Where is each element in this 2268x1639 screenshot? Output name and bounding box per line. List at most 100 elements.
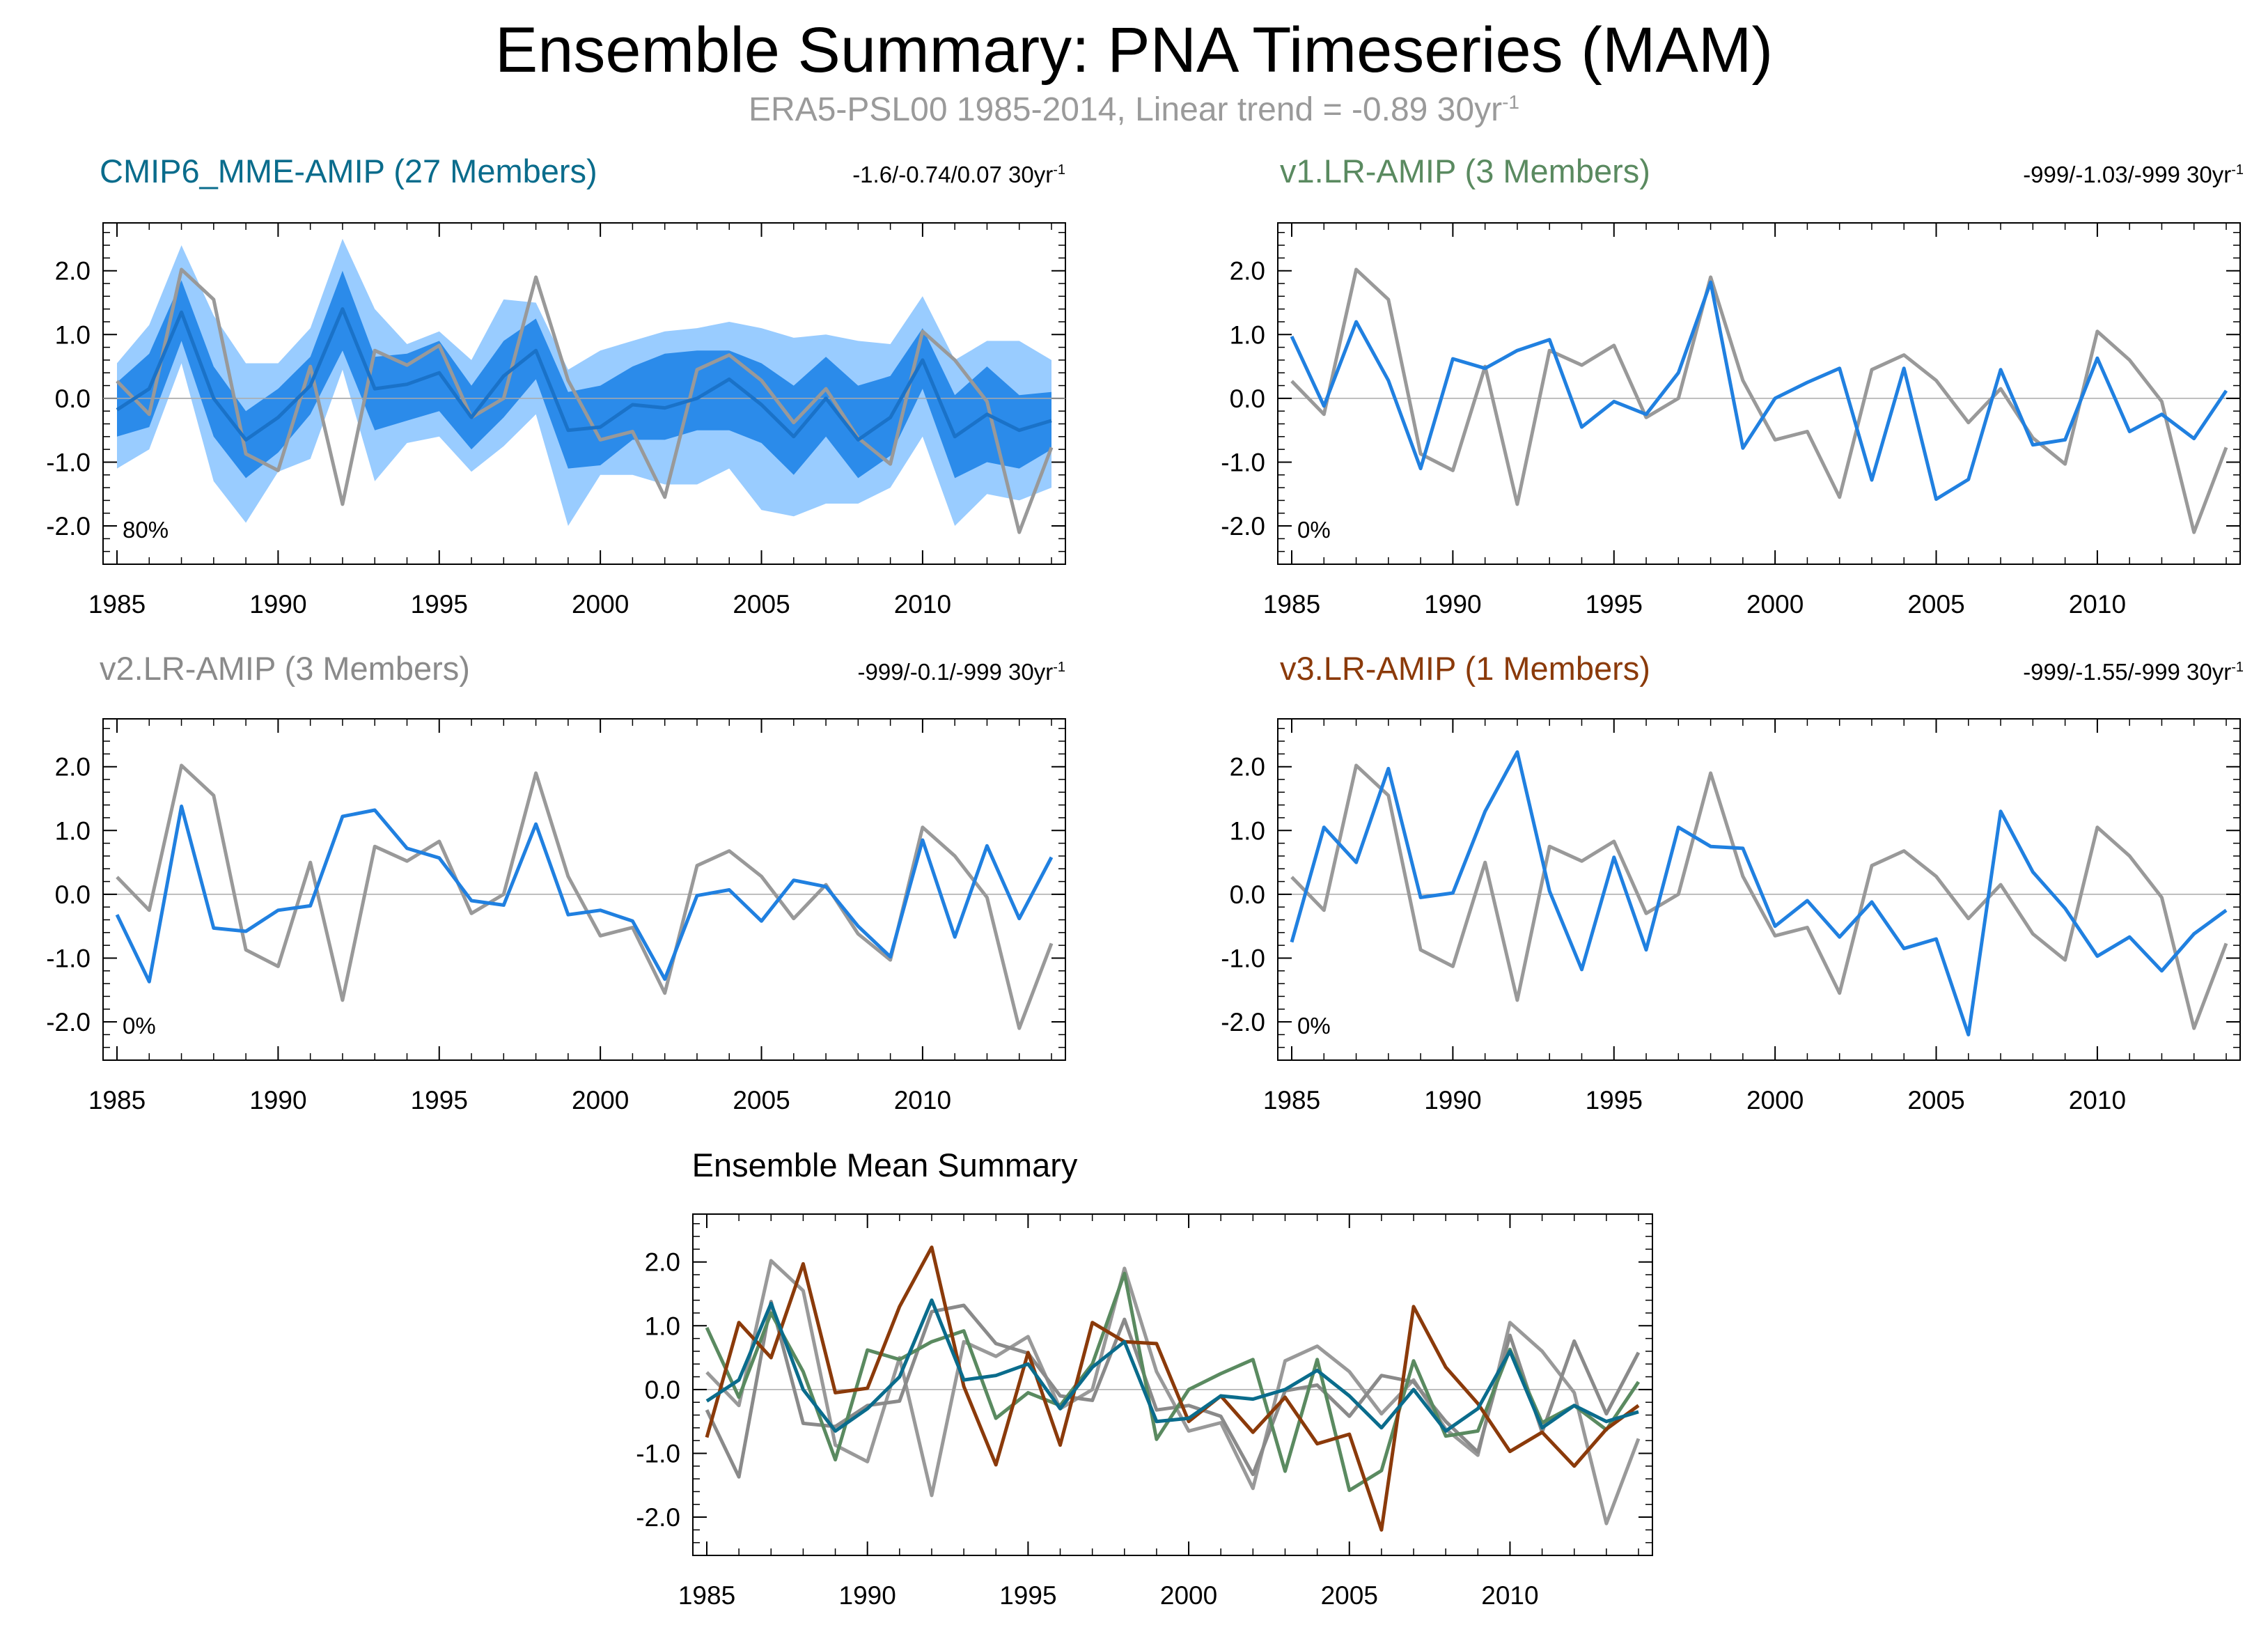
summary-y-tick-label: 2.0	[645, 1248, 680, 1277]
v3-trend-label: -999/-1.55/-999 30yr-1	[2023, 659, 2244, 685]
v2-plot: 1985 1990 1995 2000 2005 2010 2.0 1.0 0.0 -1.0 -2.…	[46, 718, 1066, 1114]
v1-y-tick-label: 2.0	[1230, 257, 1265, 286]
v1-observed-line	[1290, 267, 2228, 534]
cmip6-y-tick-label: -2.0	[46, 512, 91, 541]
cmip6-panel-title: CMIP6_MME-AMIP (27 Members)	[100, 153, 597, 189]
v2-trend-label: -999/-0.1/-999 30yr-1	[858, 659, 1065, 685]
v3-percent-label: 0%	[1297, 1013, 1331, 1039]
cmip6-trend-text: -1.6/-0.74/0.07 30yr	[852, 162, 1054, 187]
v2-y-tick-label: 2.0	[55, 753, 91, 782]
v2-x-tick-label: 1990	[249, 1086, 306, 1114]
summary-y-tick-label: 0.0	[645, 1376, 680, 1404]
v3-x-tick-label: 1985	[1263, 1086, 1320, 1114]
v2-y-tick-label: 0.0	[55, 880, 91, 909]
v1-panel-title: v1.LR-AMIP (3 Members)	[1280, 153, 1650, 189]
cmip6-x-tick-label: 1995	[411, 590, 468, 619]
v2-panel-title: v2.LR-AMIP (3 Members)	[100, 650, 470, 687]
summary-x-tick-label: 1995	[999, 1581, 1056, 1610]
summary-panel-title: Ensemble Mean Summary	[691, 1147, 1078, 1183]
v3-observed-line	[1290, 763, 2228, 1030]
v3-trend-sup: -1	[2231, 660, 2244, 675]
v2-percent-label: 0%	[123, 1013, 156, 1039]
summary-plot: 1985 1990 1995 2000 2005 2010 2.0 1.0 0.0 -1.0 -2.…	[636, 1213, 1653, 1610]
cmip6-trend-sup: -1	[1053, 162, 1065, 178]
main-title: Ensemble Summary: PNA Timeseries (MAM)	[494, 15, 1774, 86]
cmip6-x-tick-label: 2010	[894, 590, 951, 619]
v1-trend-text: -999/-1.03/-999 30yr	[2023, 162, 2232, 187]
v2-y-tick-label: 1.0	[55, 816, 91, 845]
v1-y-tick-label: 1.0	[1230, 320, 1265, 349]
v3-x-tick-label: 2000	[1746, 1086, 1804, 1114]
v3-y-tick-label: 1.0	[1230, 816, 1265, 845]
summary-x-tick-label: 2000	[1160, 1581, 1217, 1610]
main-subtitle: ERA5-PSL00 1985-2014, Linear trend = -0.…	[0, 91, 2268, 129]
cmip6-spread-25-75	[117, 270, 1051, 479]
v3-frame	[1277, 718, 2241, 1061]
cmip6-y-tick-label: 1.0	[55, 320, 91, 349]
v3-y-tick-label: 0.0	[1230, 880, 1265, 909]
subtitle-superscript: -1	[1502, 91, 1519, 113]
summary-v2-line	[705, 1300, 1641, 1479]
v2-frame	[102, 718, 1066, 1061]
summary-frame	[692, 1213, 1653, 1556]
cmip6-y-tick-label: -1.0	[46, 448, 91, 476]
v1-percent-label: 0%	[1297, 517, 1331, 543]
v3-plot: 1985 1990 1995 2000 2005 2010 2.0 1.0 0.0 -1.0 -2.…	[1221, 718, 2241, 1114]
v3-y-tick-label: 2.0	[1230, 753, 1265, 782]
v2-observed-line	[116, 763, 1054, 1030]
v1-trend-sup: -1	[2231, 162, 2244, 178]
v1-frame	[1277, 222, 2241, 565]
cmip6-x-tick-label: 2005	[733, 590, 790, 619]
v3-panel-title: v3.LR-AMIP (1 Members)	[1280, 650, 1650, 687]
v2-model-line	[115, 805, 1054, 984]
v2-y-tick-label: -2.0	[46, 1008, 91, 1036]
summary-x-tick-label: 1990	[839, 1581, 896, 1610]
v1-x-tick-label: 1990	[1424, 590, 1481, 619]
cmip6-percent-label: 80%	[123, 517, 169, 543]
cmip6-x-tick-label: 1985	[88, 590, 146, 619]
cmip6-y-tick-label: 2.0	[55, 257, 91, 286]
summary-x-tick-label: 2005	[1321, 1581, 1378, 1610]
v1-trend-label: -999/-1.03/-999 30yr-1	[2023, 162, 2244, 188]
v1-y-tick-label: -1.0	[1221, 448, 1265, 476]
v1-x-tick-label: 2005	[1907, 590, 1964, 619]
summary-v1-line	[705, 1271, 1641, 1493]
summary-cmip6-line	[705, 1298, 1639, 1433]
v3-y-tick-label: -2.0	[1221, 1008, 1265, 1036]
v2-x-tick-label: 1995	[411, 1086, 468, 1114]
summary-y-tick-label: -2.0	[636, 1503, 680, 1532]
cmip6-observed-line	[116, 267, 1054, 534]
cmip6-plot: 1985 1990 1995 2000 2005 2010 2.0 1.0 0.0 -1.0 -2.…	[46, 222, 1066, 619]
v2-x-tick-label: 1985	[88, 1086, 146, 1114]
v1-plot: 1985 1990 1995 2000 2005 2010 2.0 1.0 0.0 -1.0 -2.…	[1221, 222, 2241, 619]
summary-x-tick-label: 2010	[1481, 1581, 1538, 1610]
v1-y-tick-label: 0.0	[1230, 384, 1265, 413]
v3-model-line	[1290, 750, 2228, 1036]
cmip6-x-tick-label: 2000	[572, 590, 629, 619]
subtitle-text: ERA5-PSL00 1985-2014, Linear trend = -0.…	[749, 91, 1503, 128]
v1-model-line	[1290, 280, 2228, 502]
summary-v3-line	[705, 1245, 1640, 1532]
v1-x-tick-label: 1985	[1263, 590, 1320, 619]
v2-x-tick-label: 2005	[733, 1086, 790, 1114]
v1-x-tick-label: 1995	[1586, 590, 1643, 619]
v3-x-tick-label: 1990	[1424, 1086, 1481, 1114]
v3-y-tick-label: -1.0	[1221, 944, 1265, 972]
v1-y-tick-label: -2.0	[1221, 512, 1265, 541]
v1-x-tick-label: 2010	[2069, 590, 2126, 619]
cmip6-trend-label: -1.6/-0.74/0.07 30yr-1	[852, 162, 1065, 188]
v2-trend-sup: -1	[1053, 660, 1065, 675]
cmip6-x-tick-label: 1990	[249, 590, 306, 619]
cmip6-frame	[102, 222, 1066, 565]
v2-x-tick-label: 2010	[894, 1086, 951, 1114]
cmip6-mean-line	[116, 307, 1052, 442]
v3-x-tick-label: 2010	[2069, 1086, 2126, 1114]
v2-trend-text: -999/-0.1/-999 30yr	[857, 659, 1054, 685]
summary-y-tick-label: 1.0	[645, 1312, 680, 1340]
summary-x-tick-label: 1985	[678, 1581, 735, 1610]
cmip6-y-tick-label: 0.0	[55, 384, 91, 413]
v3-x-tick-label: 2005	[1907, 1086, 1964, 1114]
v3-x-tick-label: 1995	[1586, 1086, 1643, 1114]
v3-trend-text: -999/-1.55/-999 30yr	[2023, 659, 2232, 685]
